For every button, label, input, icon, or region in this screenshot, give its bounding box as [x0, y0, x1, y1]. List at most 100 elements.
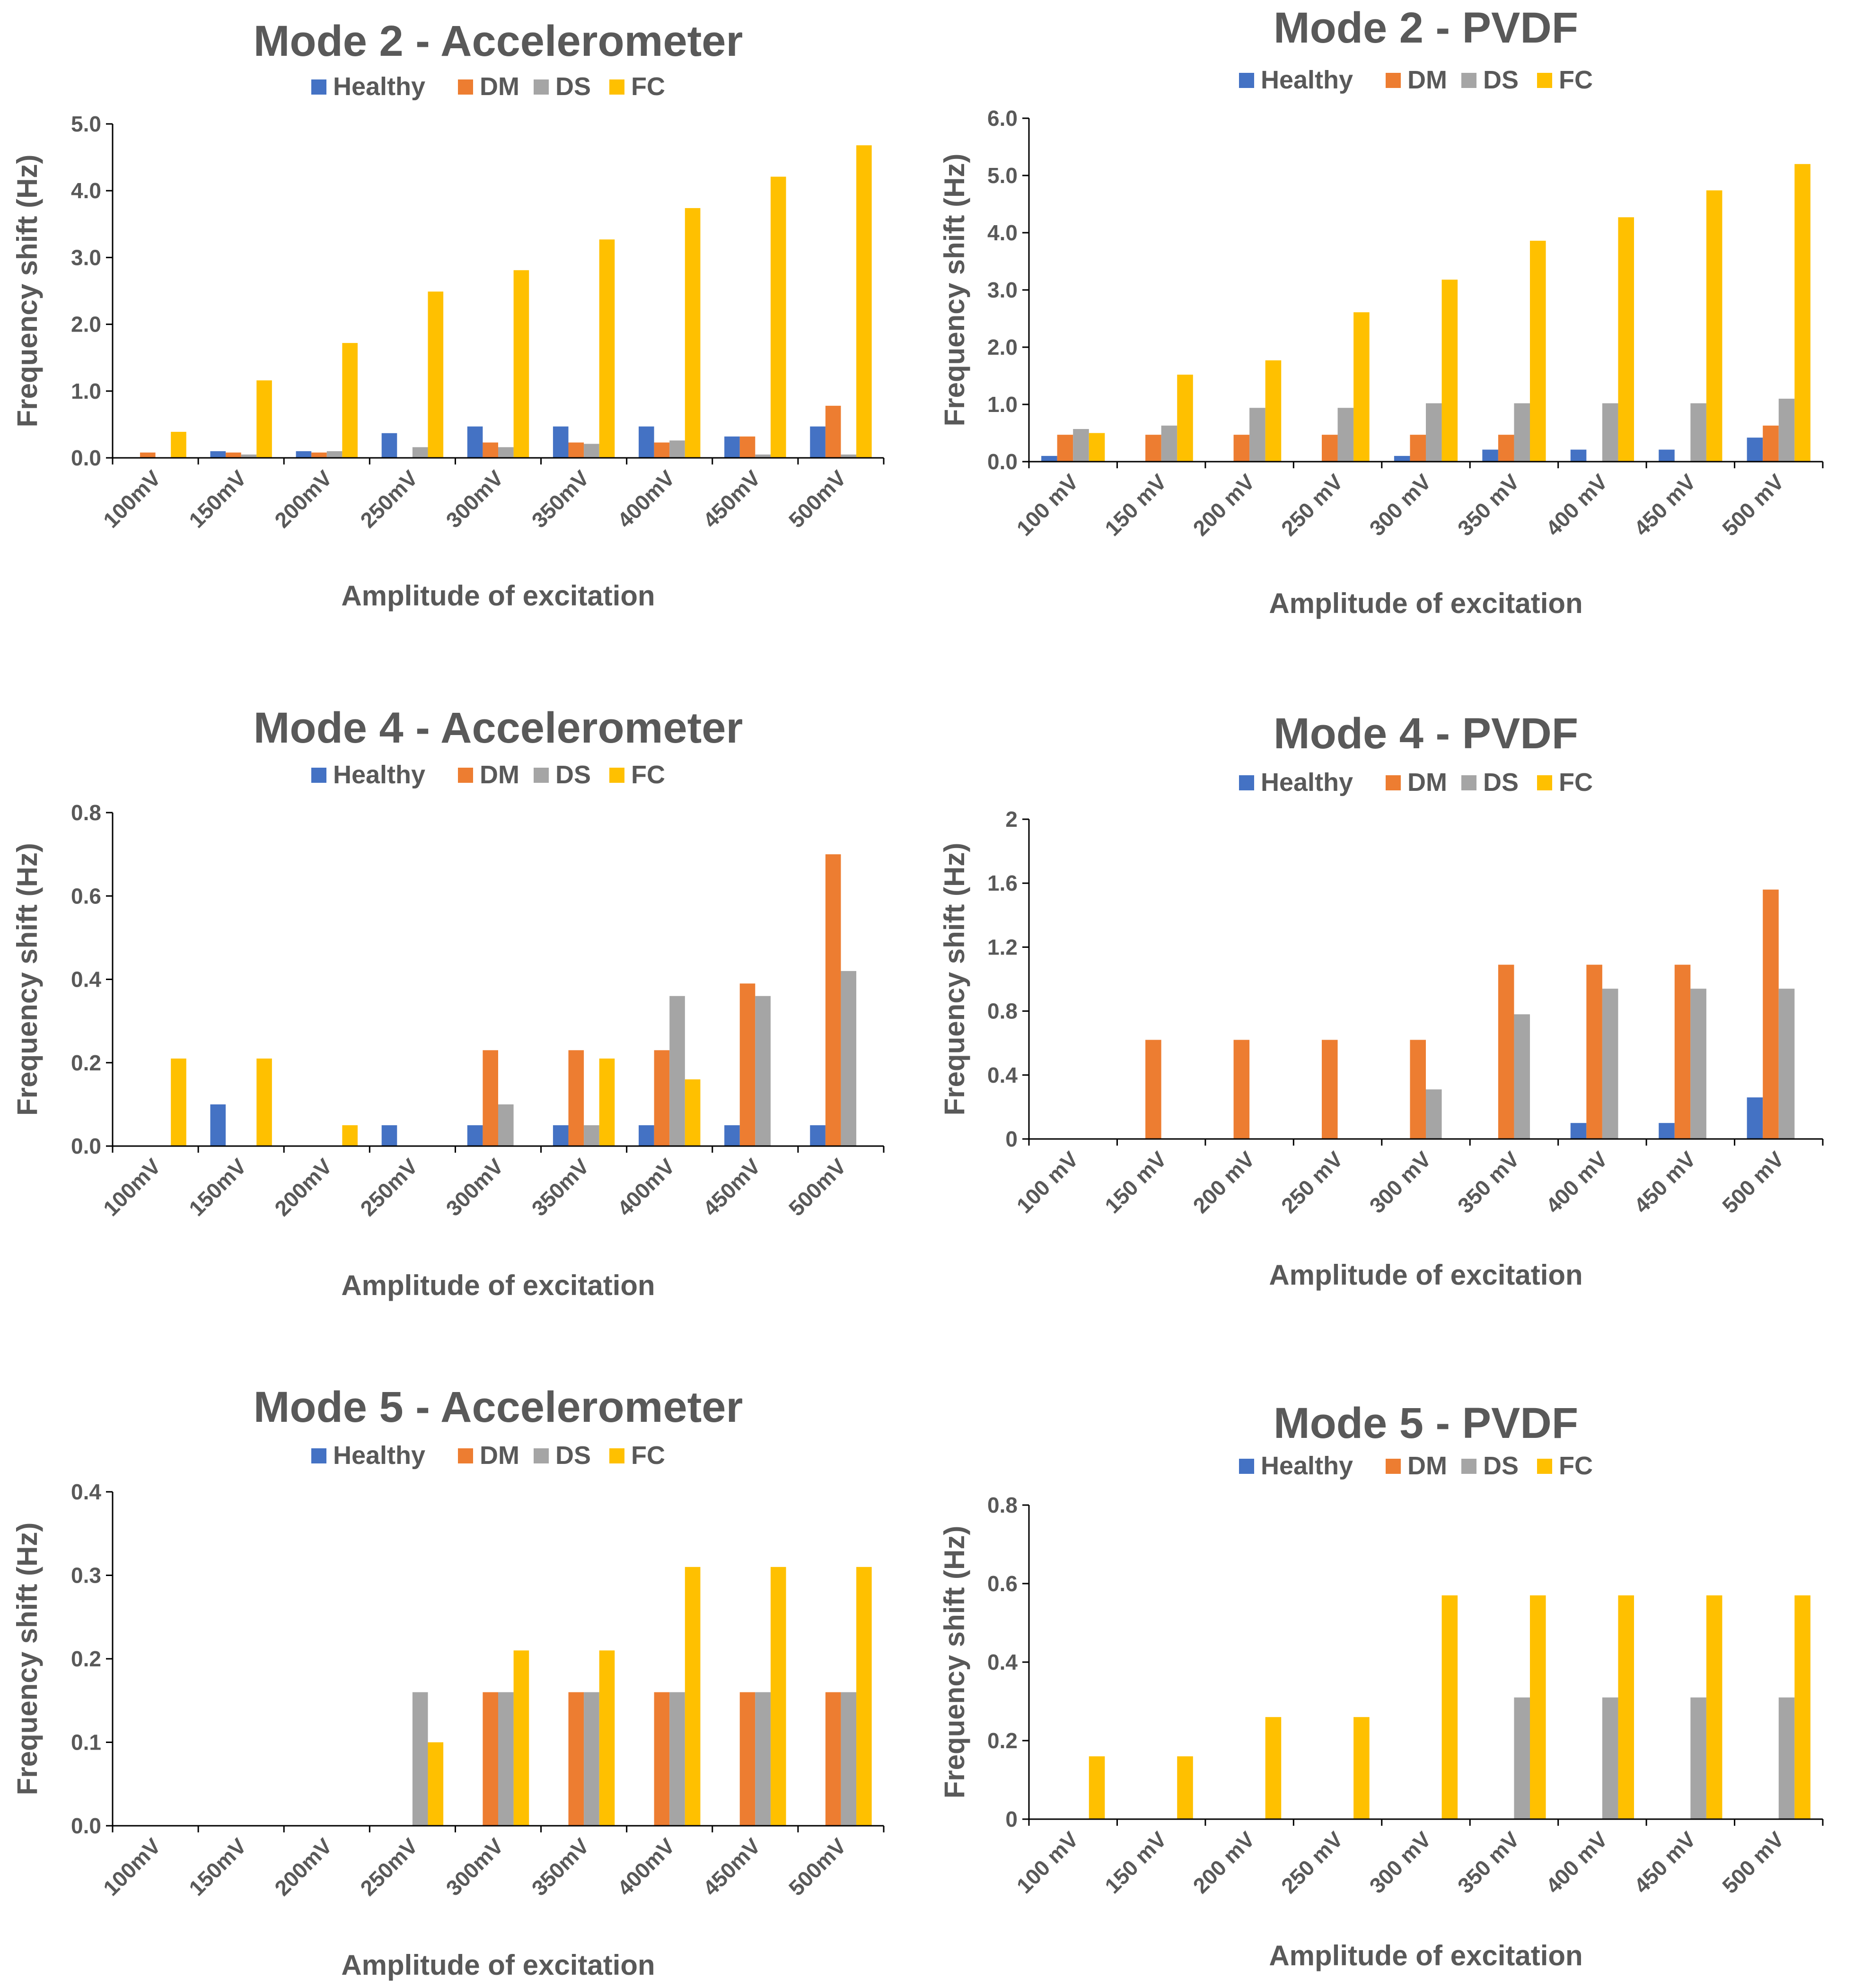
- x-tick-label: 350 mV: [1453, 1147, 1524, 1218]
- bar-ds-6: [584, 1692, 599, 1826]
- x-axis-title: Amplitude of excitation: [341, 1949, 655, 1981]
- bar-fc-4: [428, 1742, 444, 1826]
- bar-dm-6: [568, 442, 584, 458]
- x-axis-title: Amplitude of excitation: [1269, 1259, 1582, 1291]
- bar-healthy-9: [810, 1125, 826, 1146]
- legend-label-fc: FC: [631, 72, 665, 101]
- x-tick-label: 200 mV: [1188, 1827, 1259, 1898]
- bar-ds-8: [755, 996, 771, 1146]
- y-tick-label: 2.0: [987, 335, 1018, 359]
- bar-ds-9: [1778, 398, 1795, 462]
- bar-dm-8: [739, 436, 756, 458]
- legend-label-fc: FC: [631, 761, 665, 789]
- bar-fc-9: [856, 145, 872, 458]
- bar-dm-5: [483, 1050, 498, 1146]
- y-tick-label: 0: [1005, 1127, 1018, 1151]
- chart-title: Mode 5 - Accelerometer: [254, 1383, 743, 1431]
- bar-healthy-7: [1570, 449, 1587, 462]
- bar-fc-2: [1177, 375, 1193, 462]
- bar-fc-4: [1353, 1717, 1370, 1819]
- x-tick-label: 500mV: [784, 1154, 851, 1221]
- bar-fc-9: [1794, 1595, 1810, 1819]
- bar-ds-5: [498, 447, 514, 458]
- x-tick-label: 450 mV: [1629, 1147, 1701, 1218]
- bar-ds-4: [412, 447, 428, 458]
- y-tick-label: 3.0: [987, 278, 1018, 302]
- x-tick-label: 150 mV: [1100, 469, 1171, 541]
- x-axis-title: Amplitude of excitation: [1269, 1940, 1582, 1971]
- bar-dm-9: [825, 1692, 841, 1826]
- x-axis-title: Amplitude of excitation: [341, 580, 655, 612]
- bar-healthy-4: [381, 1125, 397, 1146]
- chart-4: Mode 4 - PVDF Healthy DM DS FC 0 0.4 0.8 1.2 1.6 2…: [939, 709, 1824, 1291]
- chart-title: Mode 5 - PVDF: [1274, 1399, 1578, 1447]
- bar-healthy-9: [1747, 1097, 1763, 1139]
- bar-fc-3: [342, 343, 358, 458]
- bar-fc-6: [599, 1058, 615, 1146]
- bar-fc-1: [1089, 1756, 1105, 1819]
- bar-healthy-8: [724, 436, 740, 458]
- legend-label-fc: FC: [631, 1441, 665, 1470]
- bar-healthy-2: [210, 451, 226, 458]
- bar-dm-5: [1410, 435, 1426, 462]
- x-tick-label: 100mV: [98, 1154, 166, 1221]
- x-tick-label: 400mV: [613, 1154, 680, 1221]
- x-tick-label: 100 mV: [1012, 1827, 1083, 1898]
- bar-dm-4: [1321, 435, 1338, 462]
- x-tick-label: 150mV: [184, 465, 251, 533]
- bar-healthy-3: [296, 451, 312, 458]
- legend-label-ds: DS: [1483, 1452, 1519, 1480]
- legend-label-healthy: Healthy: [1261, 66, 1353, 94]
- legend-swatch-ds: [534, 1448, 549, 1463]
- bar-fc-7: [685, 208, 701, 458]
- bar-dm-4: [1321, 1040, 1338, 1139]
- x-tick-label: 250 mV: [1276, 1827, 1348, 1898]
- bar-dm-6: [568, 1692, 584, 1826]
- bar-healthy-1: [1041, 455, 1057, 462]
- x-tick-label: 200mV: [270, 1154, 337, 1221]
- bar-fc-6: [599, 1650, 615, 1826]
- legend-swatch-fc: [609, 1448, 624, 1463]
- bar-healthy-5: [1394, 455, 1410, 462]
- bar-ds-9: [1778, 1697, 1795, 1819]
- bar-dm-3: [311, 452, 327, 458]
- y-axis-title: Frequency shift (Hz): [11, 843, 43, 1116]
- y-tick-label: 0.8: [71, 800, 101, 825]
- chart-3: Mode 4 - Accelerometer Healthy DM DS FC 0.0 0.…: [11, 704, 885, 1301]
- bar-ds-9: [841, 1692, 857, 1826]
- bar-healthy-2: [210, 1104, 226, 1146]
- legend-label-dm: DM: [480, 1441, 519, 1470]
- legend-label-fc: FC: [1559, 66, 1593, 94]
- bar-ds-5: [498, 1104, 514, 1146]
- x-tick-label: 200 mV: [1188, 1147, 1259, 1218]
- legend-swatch-healthy: [1239, 73, 1254, 88]
- bar-fc-9: [856, 1567, 872, 1826]
- x-tick-label: 150mV: [184, 1154, 251, 1221]
- legend-label-dm: DM: [1407, 1452, 1447, 1480]
- y-tick-label: 0.8: [987, 1493, 1018, 1517]
- x-tick-label: 400mV: [613, 1833, 680, 1900]
- x-tick-label: 500 mV: [1717, 1147, 1789, 1218]
- y-axis-title: Frequency shift (Hz): [939, 843, 970, 1116]
- x-tick-label: 350 mV: [1453, 1827, 1524, 1898]
- bar-ds-8: [1690, 1697, 1706, 1819]
- legend-swatch-healthy: [311, 1448, 326, 1463]
- bar-fc-1: [1089, 433, 1105, 462]
- bar-ds-9: [1778, 989, 1795, 1139]
- chart-title: Mode 2 - PVDF: [1274, 4, 1578, 52]
- bar-dm-6: [568, 1050, 584, 1146]
- bar-ds-8: [1690, 989, 1706, 1139]
- x-tick-label: 250mV: [355, 1154, 422, 1221]
- bar-healthy-5: [467, 1125, 483, 1146]
- x-tick-label: 100 mV: [1012, 469, 1083, 541]
- y-axis-title: Frequency shift (Hz): [939, 154, 970, 427]
- bar-ds-8: [755, 454, 771, 458]
- bar-fc-3: [1265, 360, 1282, 462]
- y-tick-label: 0.0: [71, 1813, 101, 1838]
- x-tick-label: 350 mV: [1453, 469, 1524, 541]
- legend-swatch-healthy: [1239, 1459, 1254, 1474]
- bar-fc-7: [685, 1567, 701, 1826]
- legend-swatch-dm: [458, 79, 473, 95]
- chart-6: Mode 5 - PVDF Healthy DM DS FC 0 0.2 0.4 0.6 0.8 1…: [939, 1399, 1824, 1971]
